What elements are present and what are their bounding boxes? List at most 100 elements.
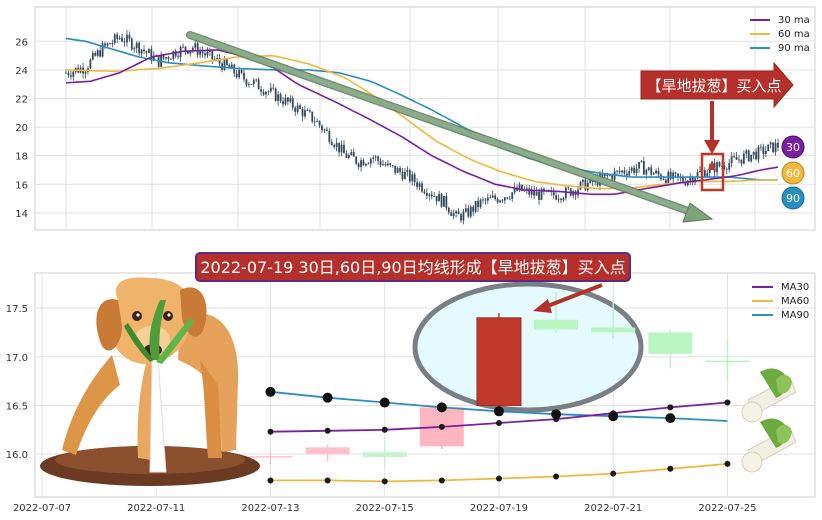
zoom-y-tick-label: 17.0 [6, 353, 28, 364]
overview-candle-body [201, 51, 204, 54]
zoom-title: 2022-07-19 30日,60日,90日均线形成【旱地拔葱】买入点 [200, 258, 625, 277]
overview-candle-body [72, 71, 75, 77]
overview-candle-body [562, 198, 565, 201]
overview-candle-body [328, 130, 331, 143]
overview-candle-body [499, 200, 501, 203]
overview-candle-body [382, 164, 384, 166]
overview-candle-body [269, 87, 272, 92]
overview-candle-body [628, 171, 631, 176]
overview-candle-body [245, 79, 248, 85]
zoom-ma90-marker [436, 402, 447, 413]
overview-candle-body [474, 200, 477, 212]
overview-candle-body [428, 194, 431, 196]
overview-candle-body [757, 146, 760, 160]
overview-candle-body [521, 184, 523, 191]
overview-candle-body [630, 167, 633, 172]
overview-candle-body [418, 183, 421, 188]
overview-candle-body [133, 48, 136, 50]
zoom-y-ticks: 16.0 16.5 17.0 17.5 [6, 304, 28, 461]
overview-candle-body [769, 142, 772, 145]
overview-candle-body [199, 51, 202, 55]
overview-candle-body [772, 142, 775, 153]
overview-candle-body [84, 71, 87, 74]
leek-illustration-lower [741, 418, 797, 473]
zoom-ma-markers [265, 386, 731, 485]
legend-MA30: MA30 [781, 282, 809, 293]
overview-candle-body [204, 53, 206, 56]
overview-candle-body [582, 179, 584, 182]
overview-candle-body [308, 110, 311, 112]
zoom-candle-body [305, 447, 350, 455]
overview-candle-body [316, 121, 319, 122]
ma30-badge-label: 30 [786, 141, 800, 154]
overview-candle-body [162, 55, 165, 59]
legend-60ma: 60 ma [778, 29, 810, 40]
downtrend-arrow [186, 31, 714, 223]
overview-candle-body [447, 207, 450, 213]
overview-candle-body [401, 171, 404, 180]
overview-candle-body [384, 164, 387, 166]
overview-candle-body [740, 159, 743, 164]
overview-candle-body [699, 170, 701, 173]
signal-highlight-box [700, 152, 725, 192]
overview-candle-body [267, 91, 270, 93]
overview-candle-body [394, 165, 397, 173]
overview-candle-body [145, 51, 148, 53]
overview-candle-body [623, 170, 626, 174]
overview-candle-body [301, 108, 304, 117]
overview-candle-body [504, 197, 506, 201]
ma30-badge [781, 135, 805, 159]
overview-candle-body [150, 49, 153, 61]
overview-candle-body [467, 208, 470, 217]
overview-candle-body [187, 50, 189, 54]
overview-candle-body [538, 191, 540, 200]
overview-candle-body [177, 56, 180, 58]
overview-candle-body [506, 197, 509, 199]
zoom-ma90-marker [265, 386, 276, 397]
overview-candle-body [489, 197, 492, 199]
overview-candle-body [618, 170, 621, 173]
overview-candle-body [586, 182, 589, 191]
zoom-x-ticks: 2022-07-07 2022-07-11 2022-07-13 2022-07-15… [13, 503, 757, 514]
overview-candle-body [174, 51, 177, 57]
overview-candle-body [294, 107, 297, 112]
overview-candle-body [377, 156, 380, 161]
overview-candle-body [279, 94, 282, 102]
overview-candle-body [247, 84, 250, 85]
legend-MA60: MA60 [781, 296, 809, 307]
overview-candle-body [662, 179, 665, 180]
overview-candle-body [69, 75, 72, 77]
overview-candle-body [703, 170, 706, 177]
overview-candle-body [386, 163, 389, 166]
overview-candle-body [404, 171, 406, 180]
overview-candle-body [89, 59, 92, 69]
overview-candle-body [357, 163, 360, 168]
overview-candle-body [350, 152, 353, 155]
overview-candle-body [313, 121, 316, 123]
overview-candle-body [67, 72, 70, 76]
overview-candle-body [123, 41, 126, 43]
overview-candle-body [669, 171, 672, 179]
overview-candle-body [738, 159, 740, 161]
zoom-title-banner: 2022-07-19 30日,60日,90日均线形成【旱地拔葱】买入点 [195, 252, 631, 282]
overview-candle-body [686, 180, 689, 186]
zoom-ma30-marker [724, 399, 731, 406]
overview-candle-body [111, 43, 114, 45]
zoom-ma30-marker [495, 419, 502, 426]
overview-candle-body [535, 191, 538, 196]
overview-candle-body [128, 34, 131, 39]
overview-candle-body [450, 212, 453, 216]
zoom-x-tick-label: 2022-07-21 [584, 503, 642, 514]
overview-candle-body [640, 160, 643, 163]
zoom-candle-body [648, 332, 693, 354]
overview-candle-body [191, 47, 194, 51]
overview-candle-body [638, 162, 640, 169]
overview-candle-body [457, 211, 460, 215]
overview-candle-body [143, 49, 145, 52]
overview-ma-lines [65, 37, 779, 196]
overview-candle-body [608, 174, 611, 176]
overview-candle-body [760, 146, 762, 148]
overview-candle-body [621, 170, 623, 173]
overview-candle-body [452, 213, 455, 216]
overview-candle-body [218, 58, 221, 64]
